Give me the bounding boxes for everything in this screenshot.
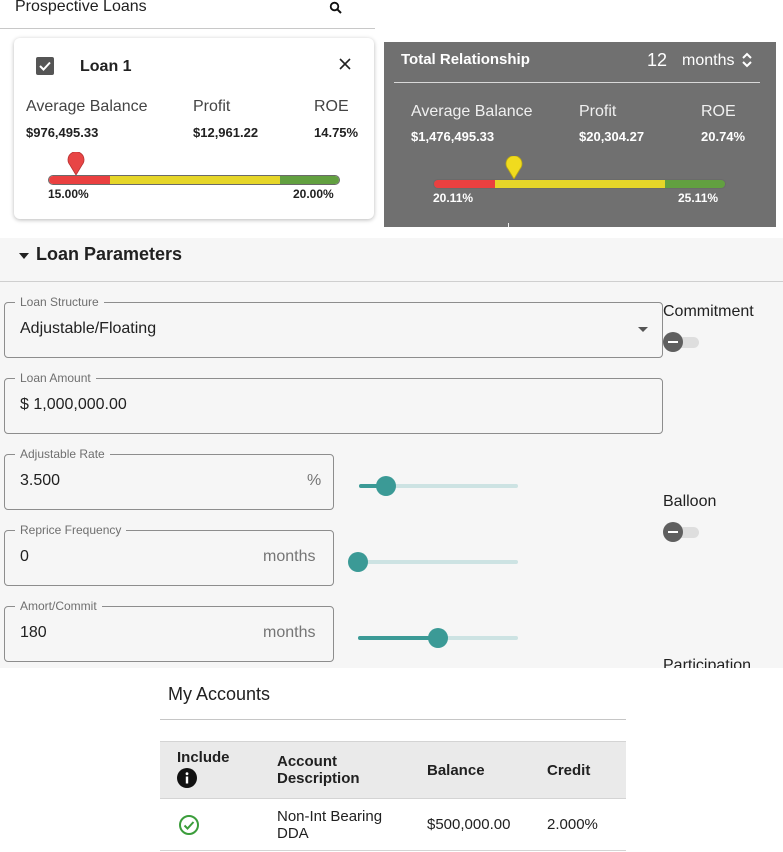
amort-commit-slider-fill — [358, 636, 438, 640]
adjustable-rate-field[interactable]: Adjustable Rate 3.500 % — [4, 447, 334, 510]
adjustable-rate-slider[interactable] — [359, 476, 518, 496]
include-cell[interactable] — [160, 798, 277, 851]
range-min-label: 15.00% — [48, 187, 89, 201]
credit-cell: 2.000% — [547, 798, 626, 851]
roe-range-bar — [48, 175, 340, 185]
description-column-header[interactable]: Account Description — [277, 741, 427, 799]
amort-commit-slider-thumb[interactable] — [428, 628, 448, 648]
avg-balance-value: $976,495.33 — [26, 125, 99, 140]
amort-commit-field[interactable]: Amort/Commit 180 months — [4, 599, 334, 662]
loan-structure-value: Adjustable/Floating — [20, 320, 157, 337]
reprice-frequency-slider-thumb[interactable] — [348, 552, 368, 572]
toggle-off-icon — [663, 522, 683, 542]
loan-name: Loan 1 — [80, 58, 132, 75]
balance-cell: $500,000.00 — [427, 798, 547, 851]
credit-column-header[interactable]: Credit — [547, 741, 626, 799]
include-header-label: Include — [177, 748, 230, 766]
loan-amount-field[interactable]: Loan Amount $ 1,000,000.00 — [4, 371, 663, 434]
balloon-toggle[interactable] — [663, 522, 699, 542]
amort-commit-suffix: months — [263, 624, 316, 641]
toggle-off-icon — [663, 332, 683, 352]
commitment-toggle[interactable] — [663, 332, 699, 352]
search-icon[interactable] — [328, 0, 344, 16]
close-icon[interactable] — [337, 56, 353, 72]
roe-marker-pin-icon — [67, 152, 85, 176]
description-line2: DDA — [277, 824, 309, 842]
roe-value: 14.75% — [314, 125, 359, 140]
adjustable-rate-slider-thumb[interactable] — [376, 476, 397, 496]
loan-structure-select[interactable]: Loan Structure Adjustable/Floating — [4, 295, 663, 358]
profit-label: Profit — [193, 98, 231, 115]
adjustable-rate-slider-fill — [359, 484, 387, 488]
balance-column-header[interactable]: Balance — [427, 741, 547, 799]
total-range-max-label: 25.11% — [678, 191, 719, 205]
loan-amount-value: $ 1,000,000.00 — [20, 396, 127, 413]
total-roe-label: ROE — [701, 103, 736, 120]
my-accounts-divider — [160, 719, 626, 720]
amort-commit-value: 180 — [20, 624, 47, 641]
caret-down-icon[interactable] — [19, 252, 29, 260]
months-spinner-icon[interactable] — [740, 50, 754, 70]
participation-label: Participation — [663, 657, 752, 668]
loan-select-checkbox[interactable] — [36, 57, 54, 75]
description-header-line2: Description — [277, 770, 360, 787]
total-profit-label: Profit — [579, 103, 617, 120]
total-relationship-title: Total Relationship — [401, 51, 530, 68]
avg-balance-label: Average Balance — [26, 98, 148, 115]
loan-parameters-title: Loan Parameters — [36, 244, 183, 264]
loan-card[interactable]: Loan 1 Average Balance $976,495.33 Profi… — [14, 38, 374, 219]
months-label: months — [682, 52, 735, 69]
range-max-label: 20.00% — [293, 187, 334, 201]
reprice-frequency-slider[interactable] — [348, 552, 518, 572]
description-header-line1: Account — [277, 753, 337, 770]
reprice-frequency-label: Reprice Frequency — [15, 523, 127, 537]
total-roe-range-bar — [433, 179, 726, 189]
include-column-header[interactable]: Include — [160, 741, 277, 799]
roe-label: ROE — [314, 98, 349, 115]
adjustable-rate-label: Adjustable Rate — [15, 447, 110, 461]
my-accounts-title: My Accounts — [168, 684, 271, 704]
commitment-label: Commitment — [663, 303, 754, 320]
total-panel-tick — [508, 223, 509, 227]
adjustable-rate-suffix: % — [307, 472, 322, 489]
reprice-frequency-suffix: months — [263, 548, 316, 565]
total-relationship-panel: Total Relationship 12 months Average Bal… — [384, 42, 776, 227]
table-row[interactable]: Non-Int Bearing DDA $500,000.00 2.000% — [160, 798, 626, 851]
dropdown-arrow-icon — [638, 327, 648, 332]
loan-parameters-section: Loan Parameters Loan Structure Adjustabl… — [0, 238, 783, 668]
loan-amount-label: Loan Amount — [15, 371, 96, 385]
total-divider — [394, 82, 760, 83]
reprice-frequency-value: 0 — [20, 548, 29, 565]
prospective-loans-title: Prospective Loans — [15, 0, 147, 15]
profit-value: $12,961.22 — [193, 125, 259, 140]
months-value[interactable]: 12 — [647, 50, 668, 70]
total-roe-marker-pin-icon — [505, 156, 523, 180]
reprice-frequency-field[interactable]: Reprice Frequency 0 months — [4, 523, 334, 586]
loan-parameters-header[interactable]: Loan Parameters — [0, 238, 783, 282]
total-avg-balance-value: $1,476,495.33 — [411, 129, 495, 144]
checkmark-icon — [39, 61, 51, 71]
amort-commit-label: Amort/Commit — [15, 599, 102, 613]
accounts-header-row: Include Account Description Balance Cred… — [160, 741, 626, 799]
total-profit-value: $20,304.27 — [579, 129, 645, 144]
amort-commit-slider[interactable] — [358, 628, 518, 648]
my-accounts-section: My Accounts Include Account Description … — [160, 676, 626, 852]
description-line1: Non-Int Bearing — [277, 807, 383, 825]
check-circle-icon[interactable] — [178, 814, 200, 836]
total-roe-value: 20.74% — [701, 129, 746, 144]
balloon-label: Balloon — [663, 493, 717, 510]
total-range-min-label: 20.11% — [433, 191, 474, 205]
info-icon[interactable] — [177, 767, 197, 788]
description-cell: Non-Int Bearing DDA — [277, 798, 427, 851]
prospective-loans-header: Prospective Loans — [0, 0, 375, 29]
loan-structure-label: Loan Structure — [15, 295, 104, 309]
total-avg-balance-label: Average Balance — [411, 103, 533, 120]
accounts-table: Include Account Description Balance Cred… — [160, 741, 626, 851]
adjustable-rate-value: 3.500 — [20, 472, 61, 489]
